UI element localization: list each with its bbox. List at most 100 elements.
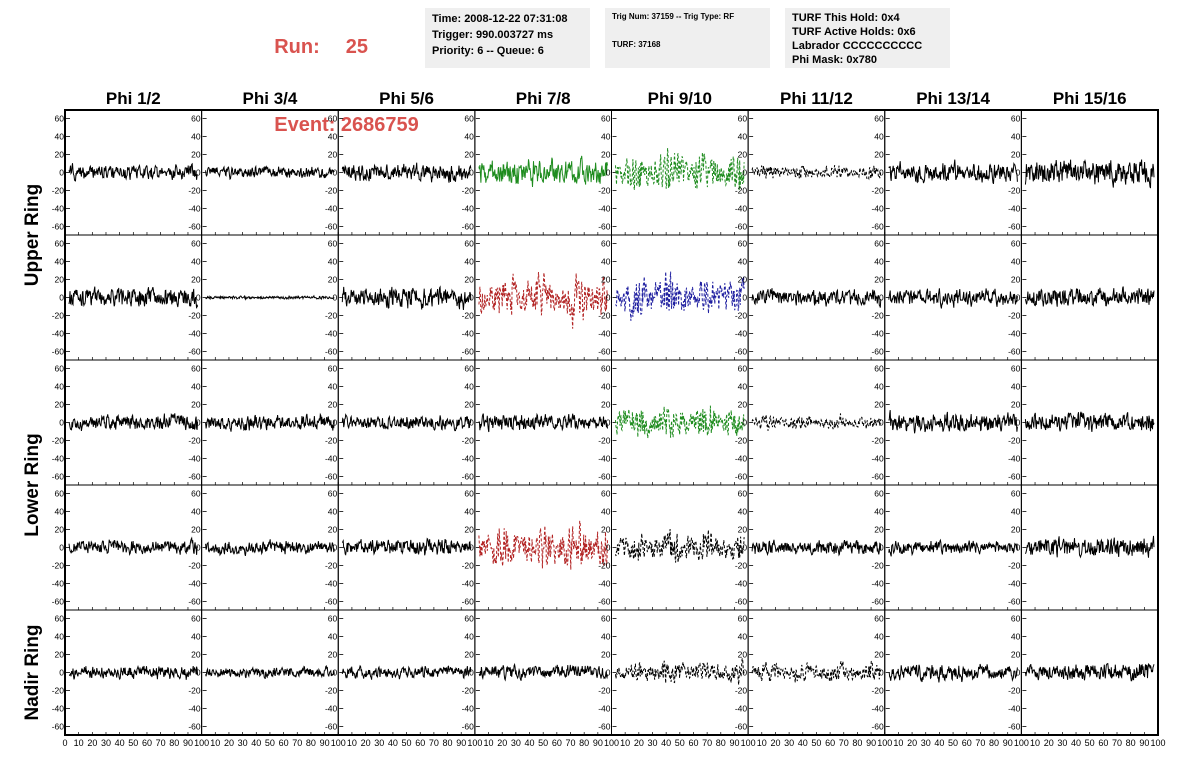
x-tick-label: 20 [497, 738, 507, 748]
y-tick-label: -40 [188, 204, 201, 214]
x-tick-label: 80 [306, 738, 316, 748]
x-tick-label: 50 [948, 738, 958, 748]
y-tick-label: -40 [871, 204, 884, 214]
y-tick-label: 60 [328, 114, 338, 124]
y-tick-label: -60 [188, 472, 201, 482]
y-tick-label: -60 [325, 597, 338, 607]
y-tick-label: 0 [879, 668, 884, 678]
y-tick-label: 0 [196, 668, 201, 678]
waveform-trace [615, 271, 745, 321]
x-tick-label: 30 [921, 738, 931, 748]
y-tick-label: 60 [1011, 489, 1021, 499]
y-tick-label: -20 [188, 311, 201, 321]
waveform-panel: -60 -40 -20 0 20 40 60 [1008, 359, 1159, 486]
y-tick-label: -40 [325, 454, 338, 464]
x-tick-label: 70 [429, 738, 439, 748]
y-tick-label: 60 [738, 364, 748, 374]
y-tick-label: 40 [55, 257, 65, 267]
waveform-trace [615, 657, 745, 685]
y-tick-label: -20 [598, 561, 611, 571]
y-tick-label: 20 [464, 275, 474, 285]
y-tick-label: 20 [1011, 400, 1021, 410]
y-tick-label: -40 [325, 204, 338, 214]
waveform-panel: -60 -40 -20 0 20 40 60 [188, 109, 339, 236]
y-tick-label: 20 [464, 525, 474, 535]
y-tick-label: 60 [874, 364, 884, 374]
column-title: Phi 15/16 [1053, 89, 1127, 108]
y-tick-label: 20 [601, 150, 611, 160]
row-group-label: Upper Ring [22, 184, 43, 286]
y-tick-label: 60 [464, 114, 474, 124]
y-tick-label: -60 [598, 347, 611, 357]
phi-mask-text: Phi Mask: 0x780 [792, 54, 877, 66]
y-tick-label: -60 [1008, 222, 1021, 232]
y-tick-label: -60 [598, 222, 611, 232]
y-tick-label: 20 [738, 650, 748, 660]
x-tick-label: 20 [907, 738, 917, 748]
panel-border [611, 484, 749, 611]
waveform-trace [68, 412, 199, 431]
y-tick-label: 20 [55, 650, 65, 660]
x-tick-label: 60 [279, 738, 289, 748]
run-value: 25 [345, 36, 369, 58]
waveform-trace [341, 162, 472, 183]
y-tick-label: 60 [874, 239, 884, 249]
y-tick-label: 0 [333, 168, 338, 178]
y-tick-label: 40 [191, 507, 201, 517]
x-tick-label: 10 [893, 738, 903, 748]
y-tick-label: 40 [328, 132, 338, 142]
x-tick-label: 40 [661, 738, 671, 748]
x-tick-label: 30 [784, 738, 794, 748]
y-tick-label: -40 [462, 329, 475, 339]
x-tick-label: 10 [620, 738, 630, 748]
waveform-panel: -60 -40 -20 0 20 40 60 [188, 484, 339, 611]
y-tick-label: 40 [601, 132, 611, 142]
y-tick-label: 60 [601, 614, 611, 624]
y-tick-label: 0 [742, 668, 747, 678]
y-tick-label: -20 [1008, 186, 1021, 196]
y-tick-label: -20 [52, 436, 65, 446]
x-tick-label: 50 [675, 738, 685, 748]
y-tick-label: -20 [871, 186, 884, 196]
y-tick-label: -60 [462, 597, 475, 607]
y-tick-label: 0 [742, 418, 747, 428]
waveform-panel: -60 -40 -20 0 20 40 60 [598, 609, 749, 736]
y-tick-label: 60 [738, 239, 748, 249]
x-tick-label: 100 [331, 738, 346, 748]
y-tick-label: 0 [59, 668, 64, 678]
y-tick-label: -20 [735, 686, 748, 696]
y-tick-label: 60 [601, 239, 611, 249]
y-tick-label: 0 [742, 168, 747, 178]
y-tick-label: -60 [1008, 347, 1021, 357]
y-tick-label: -60 [188, 347, 201, 357]
y-tick-label: 60 [55, 239, 65, 249]
y-tick-label: 40 [874, 632, 884, 642]
y-tick-label: 60 [738, 114, 748, 124]
trigger-info-box: Trig Num: 37159 -- Trig Type: RF TURF: 3… [605, 8, 770, 68]
y-tick-label: -60 [188, 597, 201, 607]
x-tick-label: 40 [115, 738, 125, 748]
x-tick-label: 100 [741, 738, 756, 748]
y-tick-label: -20 [735, 436, 748, 446]
x-tick-label: 40 [388, 738, 398, 748]
y-tick-label: -60 [52, 597, 65, 607]
y-tick-label: 40 [464, 507, 474, 517]
event-value: 2686759 [340, 114, 419, 136]
waveform-panel: -60 -40 -20 0 20 40 60 [462, 609, 612, 736]
waveform-trace [341, 537, 472, 556]
y-tick-label: 40 [191, 132, 201, 142]
column-title: Phi 5/6 [379, 89, 434, 108]
priority-text: Priority: 6 -- Queue: 6 [432, 45, 544, 57]
y-tick-label: -60 [462, 722, 475, 732]
x-tick-label: 80 [579, 738, 589, 748]
panel-border [64, 109, 203, 236]
waveform-panel: -60 -40 -20 0 20 40 60 [735, 359, 886, 486]
y-tick-label: 40 [1011, 382, 1021, 392]
y-tick-label: 20 [464, 400, 474, 410]
turf-text: TURF: 37168 [612, 40, 661, 49]
waveform-panel: -60 -40 -20 0 20 40 60 [462, 484, 612, 611]
y-tick-label: -40 [871, 579, 884, 589]
panel-border [611, 234, 749, 361]
y-tick-label: 60 [55, 489, 65, 499]
trigger-text: Trigger: 990.003727 ms [432, 29, 554, 41]
